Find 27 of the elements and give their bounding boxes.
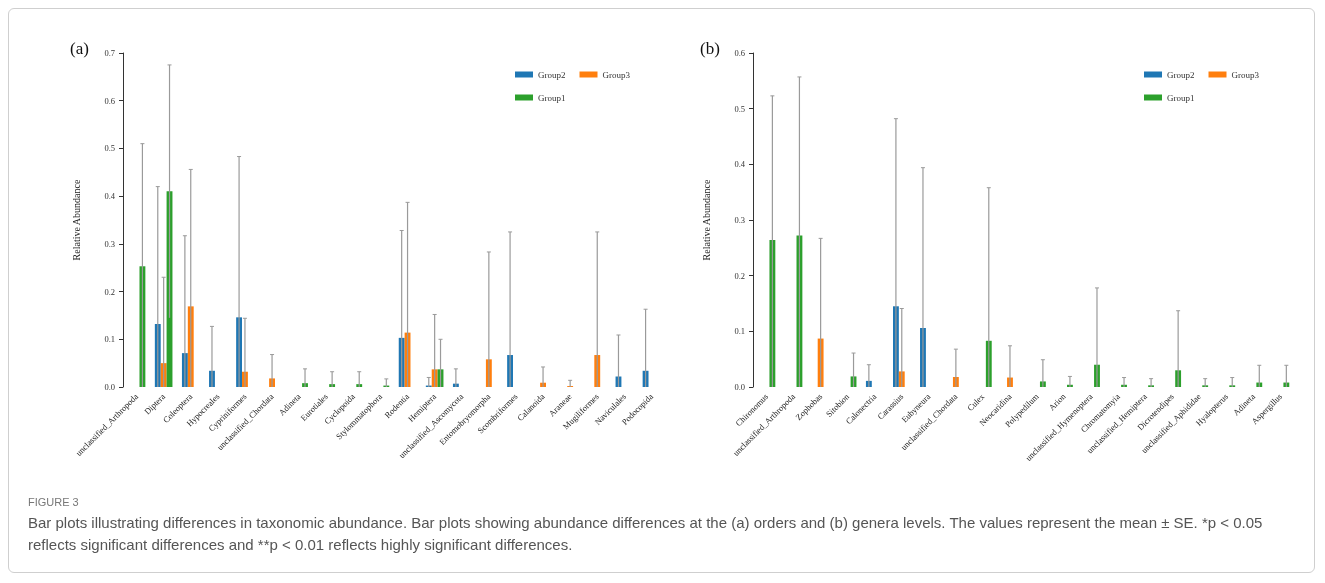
y-tick-label: 0.5: [104, 143, 115, 154]
y-tick-label: 0.3: [104, 238, 115, 249]
legend-label: Group3: [1231, 69, 1260, 80]
y-tick-label: 0.5: [734, 103, 745, 114]
legend-label: Group3: [602, 69, 631, 80]
y-tick-label: 0.0: [104, 382, 115, 392]
chart-title: (a): [70, 39, 89, 58]
y-tick-label: 0.1: [104, 334, 115, 345]
y-tick-label: 0.2: [734, 270, 745, 281]
y-tick-label: 0.4: [104, 191, 116, 202]
y-tick-label: 0.2: [104, 286, 115, 297]
y-tick-label: 0.3: [734, 215, 745, 225]
chart-title: (b): [700, 39, 720, 58]
legend-label: Group2: [538, 69, 566, 80]
legend-label: Group1: [538, 92, 566, 103]
text: Bar plots illustrating differences in taxonomic abundance. Bar plots showing abundance differences at the (a) orders and (b) genera levels. The values represent the mean ± SE. *p < 0.05 reflects significant differences and **p < 0.01 reflects highly significant differences.: [28, 513, 1264, 555]
legend-label: Group2: [1167, 69, 1195, 80]
y-tick-label: 0.0: [734, 382, 745, 392]
legend-label: Group1: [1167, 92, 1195, 103]
y-axis-title: Relative Abundance: [700, 179, 712, 261]
y-tick-label: 0.6: [734, 48, 745, 58]
y-tick-label: 0.7: [104, 48, 115, 58]
y-axis-title: Relative Abundance: [70, 179, 82, 261]
caption: FIGURE 3: [28, 496, 80, 508]
y-tick-label: 0.1: [734, 326, 745, 337]
y-tick-label: 0.4: [734, 159, 746, 170]
y-tick-label: 0.6: [104, 95, 115, 106]
